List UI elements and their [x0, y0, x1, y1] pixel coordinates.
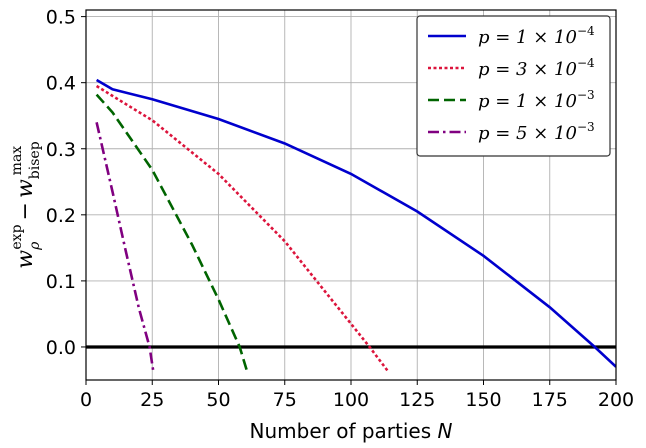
x-tick-label: 50: [206, 389, 230, 411]
legend-label-4: p = 5 × 10−3: [478, 120, 595, 144]
y-tick-label: 0.2: [46, 205, 76, 227]
y-tick-label: 0.5: [46, 7, 76, 29]
x-tick-label: 125: [399, 389, 435, 411]
y-tick-label: 0.3: [46, 139, 76, 161]
x-axis-label: Number of parties N: [250, 419, 453, 443]
svg-text:wρexp−wbisepmax: wρexp−wbisepmax: [9, 141, 43, 268]
x-tick-label: 175: [532, 389, 568, 411]
series-group: [86, 78, 616, 374]
y-tick-label: 0.4: [46, 73, 76, 95]
legend-label-3: p = 1 × 10−3: [478, 88, 595, 112]
x-tick-label: 25: [140, 389, 164, 411]
x-tick-label: 200: [598, 389, 634, 411]
series-line-4: [95, 122, 155, 374]
series-line-3: [95, 93, 249, 374]
x-tick-label: 150: [465, 389, 501, 411]
x-tick-label: 100: [333, 389, 369, 411]
x-tick-label: 0: [80, 389, 92, 411]
y-tick-label: 0.1: [46, 271, 76, 293]
x-tick-label: 75: [273, 389, 297, 411]
y-tick-label: 0.0: [46, 337, 76, 359]
series-line-2: [95, 84, 390, 373]
legend-label-2: p = 3 × 10−4: [478, 56, 595, 80]
ticks-group: 0 25 50 75 100 125 150 175 200 0.0 0.1 0.2 0.3 0.4 0.5: [46, 7, 634, 411]
legend-label-1: p = 1 × 10−4: [478, 24, 595, 48]
legend: p = 1 × 10−4 p = 3 × 10−4 p = 1 × 10−3 p = …: [416, 15, 611, 157]
y-axis-label: wρexp−wbisepmax: [9, 141, 43, 268]
legend-box: [416, 15, 611, 157]
series-line-1: [95, 78, 616, 368]
